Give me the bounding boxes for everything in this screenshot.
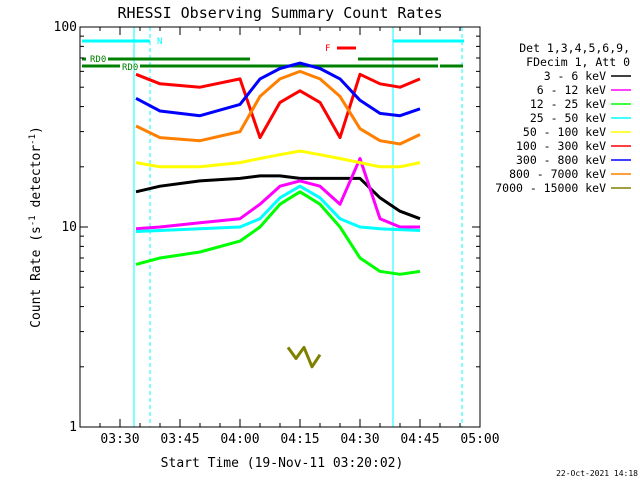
series-line-1	[135, 157, 420, 231]
footer-timestamp: 22-Oct-2021 14:18	[556, 469, 638, 478]
legend-entry-label: 800 - 7000 keV	[509, 167, 606, 181]
series-line-8	[286, 345, 322, 369]
state-label: RD0	[90, 55, 106, 65]
x-tick-label: 03:30	[100, 432, 139, 447]
axis-ticks: 1 10 100 03:30 03:45 04:00 04:15 04:30 04:45 05:0…	[54, 20, 500, 447]
legend-header-line-2: FDecim 1, Att 0	[526, 55, 630, 69]
state-label: RD0	[122, 63, 138, 73]
legend-entry-label: 25 - 50 keV	[530, 111, 606, 125]
series-line-0	[135, 174, 421, 221]
series-line-3	[135, 184, 421, 233]
series-line-7	[135, 69, 421, 146]
plot-area: N F RD0 RD0	[82, 27, 464, 427]
x-tick-label: 05:00	[460, 432, 499, 447]
series-line-2	[135, 190, 421, 276]
marker-label: N	[157, 37, 162, 47]
legend-header-line-1: Det 1,3,4,5,6,9,	[519, 41, 630, 55]
legend-entry-label: 12 - 25 keV	[530, 97, 606, 111]
legend-entry-label: 3 - 6 keV	[544, 69, 606, 83]
chart-title: RHESSI Observing Summary Count Rates	[117, 4, 442, 22]
legend-entry-label: 6 - 12 keV	[537, 83, 606, 97]
x-tick-label: 04:00	[220, 432, 259, 447]
x-tick-label: 04:15	[280, 432, 319, 447]
legend: Det 1,3,4,5,6,9, FDecim 1, Att 0 3 - 6 k…	[495, 41, 631, 195]
x-tick-label: 03:45	[160, 432, 199, 447]
legend-entry-label: 300 - 800 keV	[516, 153, 606, 167]
x-tick-label: 04:30	[340, 432, 379, 447]
series-line-4	[135, 149, 421, 169]
y-tick-label: 10	[61, 220, 77, 235]
legend-entry-label: 100 - 300 keV	[516, 139, 606, 153]
series-line-6	[135, 61, 421, 118]
x-tick-label: 04:45	[400, 432, 439, 447]
y-tick-label: 1	[69, 420, 77, 435]
y-tick-label: 100	[54, 20, 77, 35]
y-axis-label: Count Rate (s-1 detector-1)	[28, 126, 44, 328]
series-line-5	[135, 72, 421, 140]
marker-label: F	[325, 44, 330, 54]
legend-entry-label: 7000 - 15000 keV	[495, 181, 606, 195]
legend-entry-label: 50 - 100 keV	[523, 125, 606, 139]
x-axis-label: Start Time (19-Nov-11 03:20:02)	[161, 456, 404, 471]
